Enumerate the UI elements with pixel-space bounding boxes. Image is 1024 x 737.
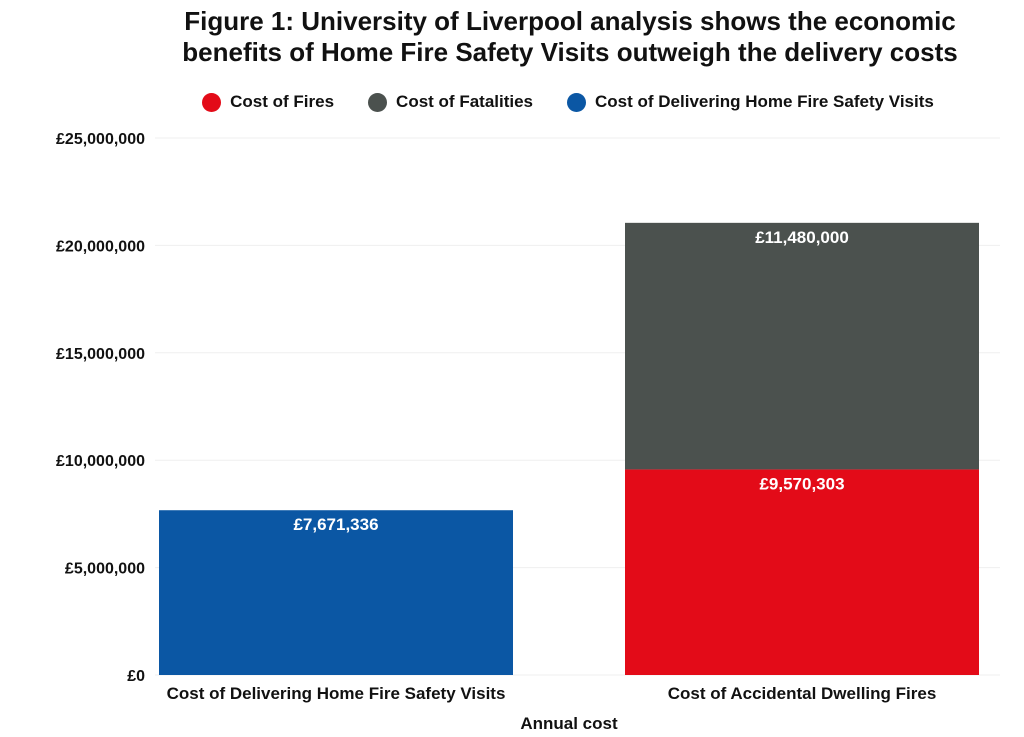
legend-label: Cost of Fires (230, 92, 335, 111)
bar-0-2 (159, 510, 513, 675)
legend-dot-icon (202, 92, 222, 112)
legend-label: Cost of Fatalities (396, 92, 534, 111)
legend-dot-icon (368, 92, 388, 112)
x-tick-label: Cost of Delivering Home Fire Safety Visi… (167, 684, 506, 703)
y-tick-label: £0 (127, 668, 145, 685)
data-label: £9,570,303 (759, 474, 844, 493)
x-axis-title: Annual cost (520, 714, 618, 733)
y-tick-label: £15,000,000 (56, 346, 145, 363)
y-tick-label: £25,000,000 (56, 131, 145, 148)
bar-1-1 (625, 222, 979, 470)
legend-item-cost-of-fatalities[interactable]: Cost of Fatalities (368, 92, 533, 112)
legend: Cost of Fires Cost of Fatalities Cost of… (0, 92, 1024, 112)
legend-label: Cost of Delivering Home Fire Safety Visi… (595, 92, 934, 111)
data-label: £11,480,000 (755, 228, 849, 247)
chart-title: Figure 1: University of Liverpool analys… (110, 6, 1024, 68)
data-label: £7,671,336 (293, 515, 378, 534)
legend-item-cost-of-fires[interactable]: Cost of Fires (202, 92, 334, 112)
chart-title-line-1: Figure 1: University of Liverpool analys… (184, 6, 956, 36)
legend-item-cost-of-delivering[interactable]: Cost of Delivering Home Fire Safety Visi… (567, 92, 934, 112)
y-tick-label: £20,000,000 (56, 238, 145, 255)
x-tick-label: Cost of Accidental Dwelling Fires (668, 684, 937, 703)
y-tick-label: £5,000,000 (65, 561, 145, 578)
chart-title-line-2: benefits of Home Fire Safety Visits outw… (182, 37, 958, 67)
y-tick-label: £10,000,000 (56, 453, 145, 470)
bar-1-0 (625, 469, 979, 675)
legend-dot-icon (567, 92, 587, 112)
